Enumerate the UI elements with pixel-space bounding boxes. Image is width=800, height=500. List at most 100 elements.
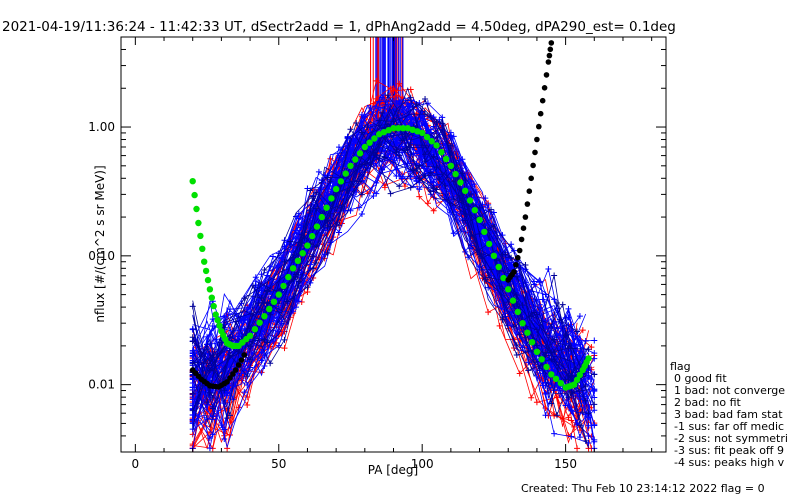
y-tick-label: 0.10 bbox=[88, 249, 115, 263]
legend-entry-7: -4 sus: peaks high v bbox=[674, 456, 785, 469]
data-point bbox=[447, 149, 454, 156]
data-point bbox=[427, 188, 434, 195]
data-point bbox=[396, 152, 403, 159]
legend-entry-6: -3 sus: fit peak off 9 bbox=[674, 444, 784, 457]
data-point bbox=[499, 251, 506, 258]
data-point bbox=[221, 426, 228, 433]
green-fit-dot bbox=[442, 155, 450, 163]
green-fit-dot bbox=[419, 129, 426, 137]
data-point bbox=[206, 367, 213, 374]
green-fit-dot bbox=[433, 142, 440, 149]
data-point bbox=[284, 298, 291, 305]
data-point bbox=[384, 92, 391, 99]
fit-layer bbox=[189, 40, 592, 391]
data-point bbox=[579, 409, 586, 416]
green-fit-dot bbox=[481, 228, 488, 236]
green-fit-dot bbox=[414, 128, 421, 135]
data-point bbox=[204, 399, 211, 406]
data-point bbox=[327, 178, 334, 185]
data-point bbox=[232, 318, 239, 325]
green-fit-dot bbox=[366, 139, 373, 146]
data-point bbox=[576, 434, 583, 441]
data-point bbox=[533, 311, 540, 318]
data-point bbox=[307, 187, 314, 194]
data-point bbox=[367, 154, 374, 161]
data-point bbox=[381, 184, 388, 191]
data-curve bbox=[192, 121, 589, 398]
green-fit-dot bbox=[356, 150, 364, 157]
green-fit-dot bbox=[500, 274, 507, 282]
green-fit-dot bbox=[505, 286, 512, 293]
y-axis-label: nflux [#/(cm^2 s sr MeV)] bbox=[93, 165, 107, 322]
data-point bbox=[476, 204, 483, 211]
data-point bbox=[373, 77, 380, 84]
data-point bbox=[255, 284, 262, 291]
data-point bbox=[422, 151, 429, 158]
green-fit-dot bbox=[543, 363, 550, 371]
black-fit-right-dot bbox=[537, 110, 544, 117]
green-fit-dot bbox=[390, 125, 397, 132]
data-curve bbox=[192, 119, 581, 422]
green-fit-dot bbox=[285, 273, 292, 281]
green-fit-dot bbox=[294, 257, 302, 264]
green-fit-dot bbox=[318, 213, 325, 221]
data-point bbox=[376, 155, 383, 162]
legend-title: flag bbox=[670, 360, 691, 373]
green-fit-dot bbox=[548, 371, 555, 378]
data-point bbox=[356, 204, 363, 211]
green-fit-dot bbox=[495, 263, 502, 271]
data-point bbox=[381, 154, 388, 161]
data-curve bbox=[192, 133, 595, 449]
green-fit-dot bbox=[528, 339, 536, 346]
data-point bbox=[261, 336, 268, 343]
green-fit-dot bbox=[385, 127, 392, 134]
data-point bbox=[324, 192, 331, 199]
data-point bbox=[401, 183, 408, 190]
green-fit-dot bbox=[289, 265, 297, 272]
black-fit-right-dot bbox=[524, 201, 531, 207]
data-curve bbox=[192, 97, 584, 413]
data-point bbox=[407, 141, 414, 148]
data-point bbox=[310, 195, 317, 202]
data-point bbox=[364, 123, 371, 130]
green-fit-dot bbox=[423, 133, 431, 141]
data-point bbox=[281, 345, 288, 352]
green-fit-dot bbox=[519, 320, 526, 327]
data-point bbox=[422, 95, 429, 102]
data-curve bbox=[192, 141, 589, 444]
data-point bbox=[585, 432, 592, 439]
data-point bbox=[393, 172, 400, 179]
legend-entry-5: -2 sus: not symmetri bbox=[674, 432, 788, 445]
data-curve bbox=[192, 118, 586, 422]
black-fit-right-dot bbox=[541, 85, 548, 91]
data-point bbox=[525, 367, 532, 374]
data-point bbox=[341, 207, 348, 214]
data-point bbox=[582, 338, 589, 345]
data-point bbox=[565, 345, 572, 352]
data-point bbox=[516, 331, 523, 338]
data-point bbox=[301, 234, 308, 241]
black-fit-dot bbox=[224, 379, 230, 385]
data-point bbox=[315, 168, 322, 175]
green-fit-dot bbox=[380, 129, 388, 136]
data-point bbox=[465, 254, 472, 261]
green-fit-dot bbox=[571, 381, 578, 388]
data-point bbox=[591, 394, 598, 401]
green-fit-dot bbox=[191, 191, 198, 199]
data-point bbox=[227, 412, 233, 419]
data-point bbox=[313, 243, 320, 250]
data-point bbox=[347, 126, 354, 133]
data-point bbox=[307, 207, 314, 214]
data-point bbox=[189, 407, 196, 414]
data-point bbox=[189, 303, 196, 310]
black-fit-right-dot bbox=[545, 59, 552, 65]
black-fit-right-dot bbox=[520, 225, 527, 231]
data-point bbox=[467, 178, 474, 185]
data-point bbox=[551, 430, 558, 437]
data-point bbox=[379, 94, 386, 101]
data-point bbox=[295, 278, 302, 285]
green-fit-dot bbox=[270, 298, 278, 305]
data-point bbox=[404, 146, 411, 153]
green-fit-dot bbox=[304, 242, 311, 249]
black-fit-right-dot bbox=[530, 162, 536, 169]
